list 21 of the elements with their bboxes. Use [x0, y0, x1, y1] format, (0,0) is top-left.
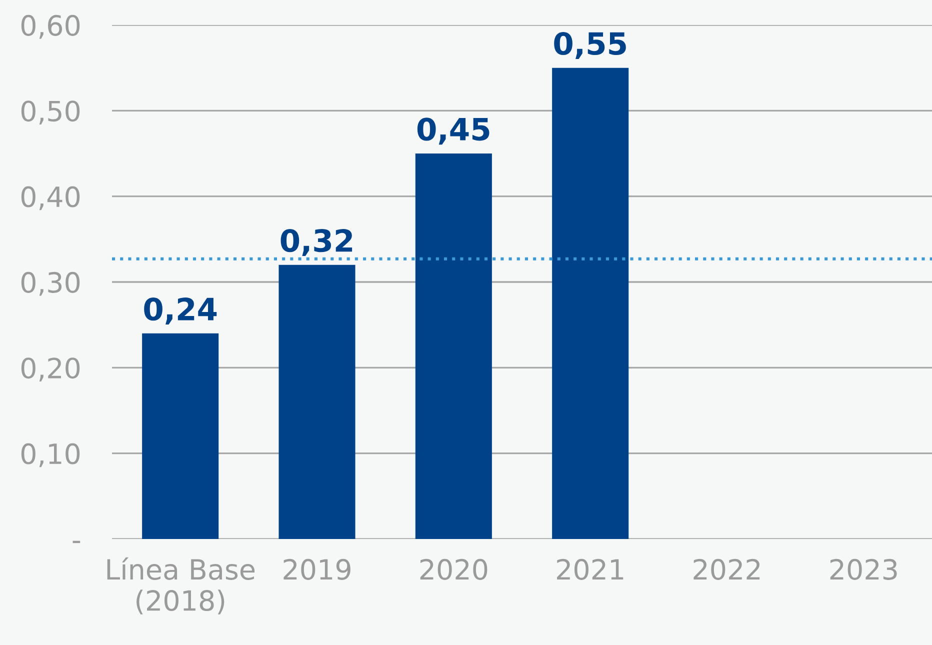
- data-label: 0,24: [144, 298, 217, 325]
- y-tick-label: 0,60: [21, 14, 80, 39]
- bar: [552, 68, 629, 539]
- y-tick-label: -: [72, 540, 80, 544]
- bar: [142, 333, 219, 539]
- bar: [415, 154, 492, 539]
- x-tick-label: 2022: [694, 558, 760, 580]
- y-tick-label: 0,50: [21, 100, 80, 124]
- data-label: 0,55: [554, 32, 626, 59]
- x-tick-label: 2021: [557, 558, 624, 580]
- y-tick-label: 0,40: [21, 186, 80, 210]
- x-tick-label: 2020: [420, 558, 488, 580]
- x-tick-label: Línea Base (2018): [107, 557, 255, 614]
- x-tick-label: 2023: [830, 558, 897, 580]
- y-tick-label: 0,30: [21, 272, 80, 296]
- data-label: 0,45: [417, 118, 490, 145]
- y-tick-label: 0,20: [21, 358, 80, 382]
- y-tick-label: 0,10: [21, 443, 80, 468]
- x-tick-label: 2019: [284, 558, 350, 580]
- bar: [278, 264, 356, 539]
- data-label: 0,32: [280, 228, 352, 256]
